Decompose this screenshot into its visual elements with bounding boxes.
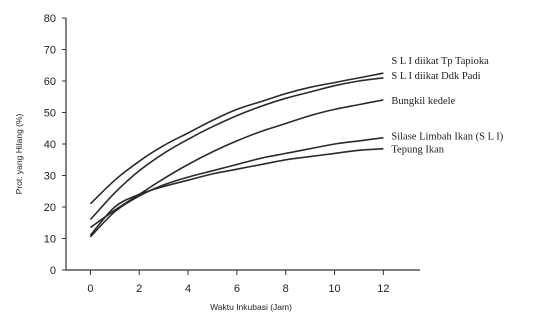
series-line [89, 147, 384, 236]
y-tick-label: 0 [50, 265, 56, 277]
y-tick-label: 80 [44, 13, 56, 25]
series-line [89, 77, 384, 221]
y-tick-label: 10 [44, 234, 56, 246]
x-tick-label: 10 [328, 283, 340, 295]
x-tick-label: 0 [87, 283, 93, 295]
y-tick-label: 50 [44, 108, 56, 120]
y-tick-label: 40 [44, 139, 56, 151]
series-line [89, 136, 384, 238]
series-labels: S L I diikat Tp Tapioka S L I diikat Ddk … [391, 56, 503, 156]
series-label: Bungkil kedele [391, 96, 455, 107]
y-tick-label: 20 [44, 202, 56, 214]
x-axis-title: Waktu Inkubasi (Jam) [210, 302, 292, 312]
series-label: S L I diikat Ddk Padi [391, 71, 480, 82]
series-line [89, 72, 384, 205]
x-tick-label: 12 [377, 283, 389, 295]
x-tick-label: 2 [136, 283, 142, 295]
y-tick-label: 70 [44, 45, 56, 57]
series-lines [89, 72, 384, 238]
series-label: Tepung Ikan [391, 145, 444, 156]
x-tick-label: 6 [234, 283, 240, 295]
x-tick-label: 4 [185, 283, 191, 295]
series-label: S L I diikat Tp Tapioka [391, 56, 489, 67]
series-label: Silase Limbah Ikan (S L I) [391, 132, 503, 143]
y-tick-label: 30 [44, 171, 56, 183]
y-tick-label: 60 [44, 76, 56, 88]
x-tick-label: 8 [283, 283, 289, 295]
y-axis-title: Prot. yang Hilang (%) [14, 113, 24, 194]
axes: 0 10 20 30 40 50 60 70 80 0 2 4 6 8 10 12 [44, 13, 420, 295]
